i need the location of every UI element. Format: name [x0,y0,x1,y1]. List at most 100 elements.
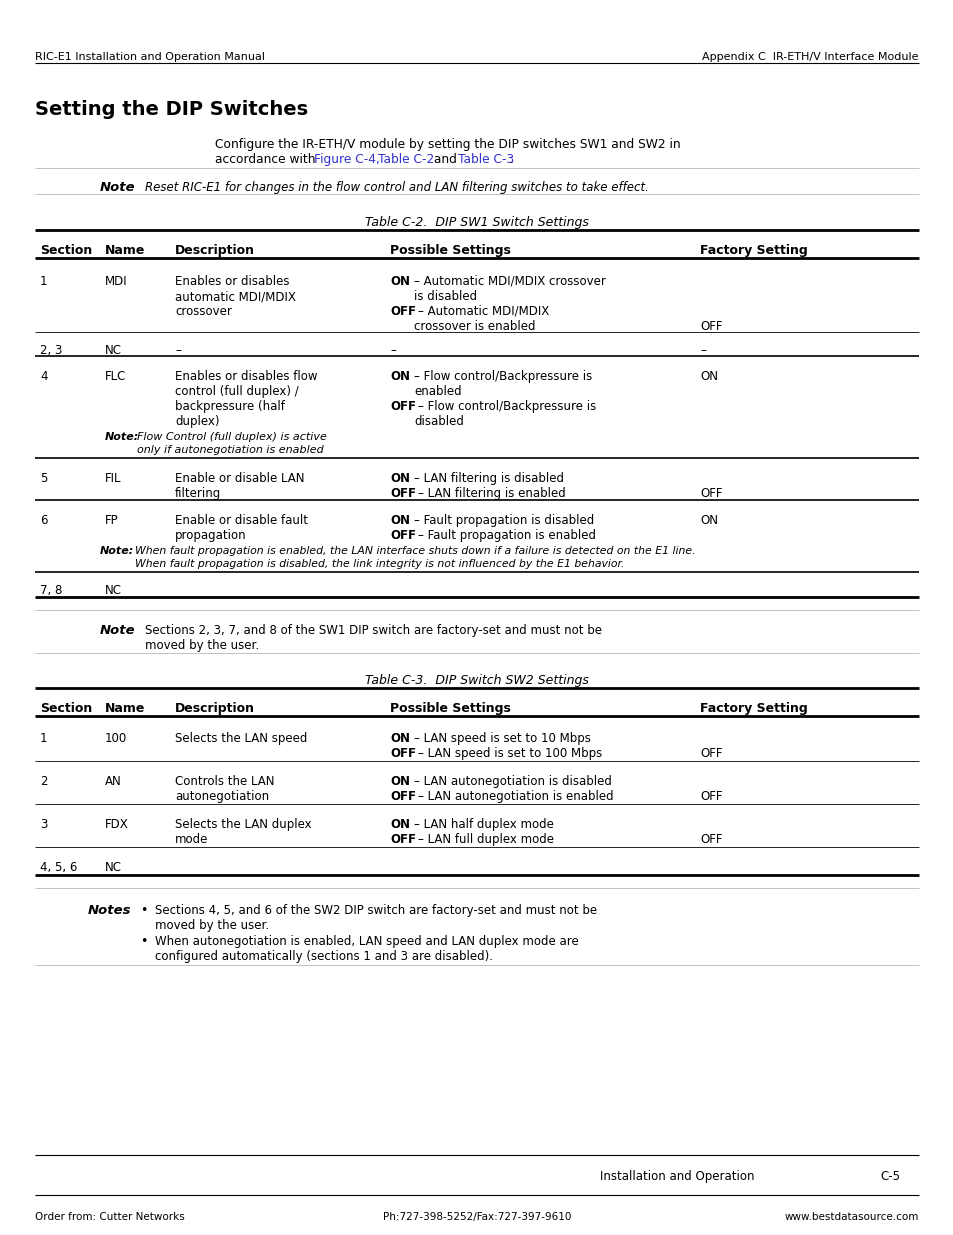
Text: Enables or disables flow: Enables or disables flow [174,370,317,383]
Text: moved by the user.: moved by the user. [154,919,269,932]
Text: –: – [174,345,181,357]
Text: Name: Name [105,245,145,257]
Text: NC: NC [105,345,122,357]
Text: Order from: Cutter Networks: Order from: Cutter Networks [35,1212,185,1221]
Text: www.bestdatasource.com: www.bestdatasource.com [783,1212,918,1221]
Text: moved by the user.: moved by the user. [145,638,259,652]
Text: OFF: OFF [390,832,416,846]
Text: – Automatic MDI/MDIX crossover: – Automatic MDI/MDIX crossover [414,275,605,288]
Text: Table C-3: Table C-3 [457,153,514,165]
Text: –: – [700,345,705,357]
Text: ON: ON [700,370,718,383]
Text: 4, 5, 6: 4, 5, 6 [40,861,77,874]
Text: Description: Description [174,701,254,715]
Text: Name: Name [105,701,145,715]
Text: •: • [140,935,147,948]
Text: 100: 100 [105,732,127,745]
Text: OFF: OFF [700,747,721,760]
Text: Factory Setting: Factory Setting [700,701,807,715]
Text: Note: Note [100,624,135,637]
Text: – Flow control/Backpressure is: – Flow control/Backpressure is [417,400,596,412]
Text: OFF: OFF [390,747,416,760]
Text: only if autonegotiation is enabled: only if autonegotiation is enabled [137,445,323,454]
Text: Table C-2: Table C-2 [377,153,434,165]
Text: propagation: propagation [174,529,247,542]
Text: ON: ON [390,370,410,383]
Text: ON: ON [700,514,718,527]
Text: Possible Settings: Possible Settings [390,701,511,715]
Text: Sections 2, 3, 7, and 8 of the SW1 DIP switch are factory-set and must not be: Sections 2, 3, 7, and 8 of the SW1 DIP s… [145,624,601,637]
Text: duplex): duplex) [174,415,219,429]
Text: crossover is enabled: crossover is enabled [414,320,535,333]
Text: When fault propagation is disabled, the link integrity is not influenced by the : When fault propagation is disabled, the … [135,559,624,569]
Text: Flow Control (full duplex) is active: Flow Control (full duplex) is active [137,432,327,442]
Text: Enables or disables: Enables or disables [174,275,289,288]
Text: – Fault propagation is enabled: – Fault propagation is enabled [417,529,596,542]
Text: OFF: OFF [700,790,721,803]
Text: crossover: crossover [174,305,232,317]
Text: FDX: FDX [105,818,129,831]
Text: ON: ON [390,732,410,745]
Text: OFF: OFF [700,487,721,500]
Text: FP: FP [105,514,118,527]
Text: 6: 6 [40,514,48,527]
Text: 5: 5 [40,472,48,485]
Text: – Automatic MDI/MDIX: – Automatic MDI/MDIX [417,305,549,317]
Text: .: . [510,153,514,165]
Text: disabled: disabled [414,415,463,429]
Text: –: – [390,345,395,357]
Text: When fault propagation is enabled, the LAN interface shuts down if a failure is : When fault propagation is enabled, the L… [135,546,695,556]
Text: – LAN filtering is enabled: – LAN filtering is enabled [417,487,565,500]
Text: Setting the DIP Switches: Setting the DIP Switches [35,100,308,119]
Text: AN: AN [105,776,122,788]
Text: OFF: OFF [390,529,416,542]
Text: – LAN full duplex mode: – LAN full duplex mode [417,832,554,846]
Text: – LAN autonegotiation is disabled: – LAN autonegotiation is disabled [414,776,611,788]
Text: RIC-E1 Installation and Operation Manual: RIC-E1 Installation and Operation Manual [35,52,265,62]
Text: 2: 2 [40,776,48,788]
Text: Note:: Note: [100,546,134,556]
Text: ON: ON [390,776,410,788]
Text: 3: 3 [40,818,48,831]
Text: When autonegotiation is enabled, LAN speed and LAN duplex mode are: When autonegotiation is enabled, LAN spe… [154,935,578,948]
Text: accordance with: accordance with [214,153,319,165]
Text: 2, 3: 2, 3 [40,345,62,357]
Text: enabled: enabled [414,385,461,398]
Text: MDI: MDI [105,275,128,288]
Text: FLC: FLC [105,370,126,383]
Text: autonegotiation: autonegotiation [174,790,269,803]
Text: Note:: Note: [105,432,139,442]
Text: Section: Section [40,701,92,715]
Text: Table C-2.  DIP SW1 Switch Settings: Table C-2. DIP SW1 Switch Settings [365,216,588,228]
Text: OFF: OFF [390,305,416,317]
Text: OFF: OFF [390,487,416,500]
Text: OFF: OFF [390,400,416,412]
Text: – LAN speed is set to 100 Mbps: – LAN speed is set to 100 Mbps [417,747,601,760]
Text: Notes: Notes [88,904,132,918]
Text: FIL: FIL [105,472,121,485]
Text: OFF: OFF [390,790,416,803]
Text: Description: Description [174,245,254,257]
Text: •: • [140,904,147,918]
Text: and: and [430,153,460,165]
Text: Controls the LAN: Controls the LAN [174,776,274,788]
Text: – LAN speed is set to 10 Mbps: – LAN speed is set to 10 Mbps [414,732,590,745]
Text: Possible Settings: Possible Settings [390,245,511,257]
Text: ON: ON [390,818,410,831]
Text: OFF: OFF [700,320,721,333]
Text: Sections 4, 5, and 6 of the SW2 DIP switch are factory-set and must not be: Sections 4, 5, and 6 of the SW2 DIP swit… [154,904,597,918]
Text: ON: ON [390,472,410,485]
Text: Enable or disable fault: Enable or disable fault [174,514,308,527]
Text: Section: Section [40,245,92,257]
Text: 7, 8: 7, 8 [40,584,62,597]
Text: 4: 4 [40,370,48,383]
Text: Selects the LAN duplex: Selects the LAN duplex [174,818,312,831]
Text: configured automatically (sections 1 and 3 are disabled).: configured automatically (sections 1 and… [154,950,493,963]
Text: is disabled: is disabled [414,290,476,303]
Text: – LAN filtering is disabled: – LAN filtering is disabled [414,472,563,485]
Text: – Fault propagation is disabled: – Fault propagation is disabled [414,514,594,527]
Text: 1: 1 [40,275,48,288]
Text: OFF: OFF [700,832,721,846]
Text: Configure the IR-ETH/V module by setting the DIP switches SW1 and SW2 in: Configure the IR-ETH/V module by setting… [214,138,679,151]
Text: – LAN autonegotiation is enabled: – LAN autonegotiation is enabled [417,790,613,803]
